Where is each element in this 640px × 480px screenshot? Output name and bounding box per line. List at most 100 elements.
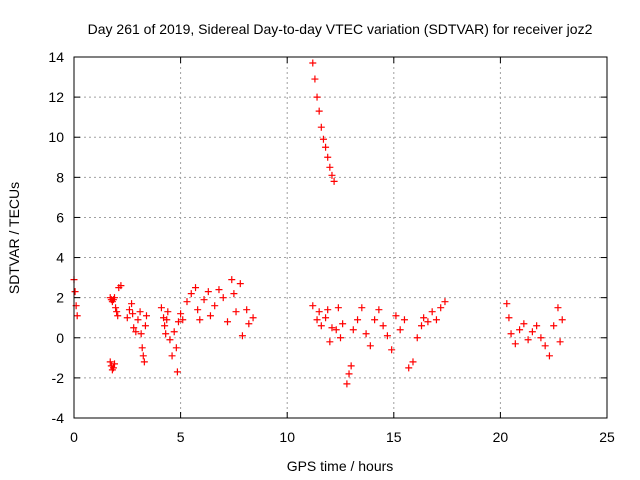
data-point (413, 334, 421, 342)
data-point (558, 316, 566, 324)
data-point (405, 364, 413, 372)
data-point (196, 316, 204, 324)
y-axis-label: SDTVAR / TECUs (6, 182, 22, 294)
data-point (73, 312, 81, 320)
data-point (371, 316, 379, 324)
axis-ticks (73, 56, 608, 419)
data-point (194, 306, 202, 314)
data-point (524, 336, 532, 344)
data-point (137, 330, 145, 338)
data-point (138, 344, 146, 352)
x-tick-label: 10 (279, 429, 295, 445)
data-point (187, 290, 195, 298)
data-point (177, 310, 185, 318)
data-point (424, 318, 432, 326)
data-point (441, 298, 449, 306)
data-point (215, 286, 223, 294)
data-point (328, 171, 336, 179)
data-point (174, 318, 182, 326)
data-point (541, 342, 549, 350)
y-tick-label: -4 (52, 410, 65, 426)
data-point (172, 344, 180, 352)
data-point (383, 332, 391, 340)
data-point (141, 322, 149, 330)
y-tick-label: 12 (48, 89, 64, 105)
data-point (111, 294, 119, 302)
data-point (345, 370, 353, 378)
data-point (206, 312, 214, 320)
x-tick-label: 5 (177, 429, 185, 445)
data-point (166, 336, 174, 344)
y-tick-label: 10 (48, 129, 64, 145)
series-seg-11.2-low (309, 302, 347, 346)
series-seg-2.5 (123, 300, 150, 366)
y-tick-labels: -4 -2 0 2 4 6 8 10 12 14 (48, 49, 64, 426)
data-point (533, 322, 541, 330)
data-point (334, 304, 342, 312)
data-point (545, 352, 553, 360)
data-point (224, 318, 232, 326)
data-point (379, 322, 387, 330)
x-axis-label: GPS time / hours (287, 458, 394, 474)
data-point (173, 368, 181, 376)
data-point (106, 358, 114, 366)
data-point (111, 360, 119, 368)
data-point (192, 284, 200, 292)
x-tick-label: 25 (599, 429, 615, 445)
data-point (230, 290, 238, 298)
data-point (232, 308, 240, 316)
data-point (163, 316, 171, 324)
data-point (164, 308, 172, 316)
data-point (249, 314, 257, 322)
data-point (516, 326, 524, 334)
data-point (537, 334, 545, 342)
data-point (362, 330, 370, 338)
data-point (319, 135, 327, 143)
series-seg-4 (157, 304, 187, 376)
data-point (309, 59, 317, 67)
data-point (142, 312, 150, 320)
data-point (238, 332, 246, 340)
data-point (139, 352, 147, 360)
data-point (317, 123, 325, 131)
data-point (428, 308, 436, 316)
y-tick-label: 4 (56, 250, 64, 266)
data-point (243, 306, 251, 314)
data-point (400, 316, 408, 324)
data-point (140, 358, 148, 366)
data-point (128, 300, 136, 308)
series-seg-12.8 (343, 304, 417, 388)
data-point (375, 306, 383, 314)
data-point (437, 304, 445, 312)
data-point (204, 288, 212, 296)
data-point (432, 316, 440, 324)
data-point (309, 302, 317, 310)
data-point (109, 364, 117, 372)
x-tick-label: 20 (493, 429, 509, 445)
data-point (219, 294, 227, 302)
data-point (123, 314, 131, 322)
data-point (317, 322, 325, 330)
data-point (112, 304, 120, 312)
data-point (322, 143, 330, 151)
data-point (328, 324, 336, 332)
data-point (228, 276, 236, 284)
data-point (326, 163, 334, 171)
data-point (554, 304, 562, 312)
data-point (315, 107, 323, 115)
data-point (183, 298, 191, 306)
data-point (322, 314, 330, 322)
data-point (354, 316, 362, 324)
data-point (136, 308, 144, 316)
data-point (324, 153, 332, 161)
data-point (179, 316, 187, 324)
data-point (125, 306, 133, 314)
x-tick-label: 15 (386, 429, 402, 445)
data-point (134, 316, 142, 324)
data-point (332, 326, 340, 334)
y-tick-label: -2 (52, 370, 65, 386)
y-tick-label: 8 (56, 169, 64, 185)
data-point (114, 312, 122, 320)
data-point (420, 314, 428, 322)
